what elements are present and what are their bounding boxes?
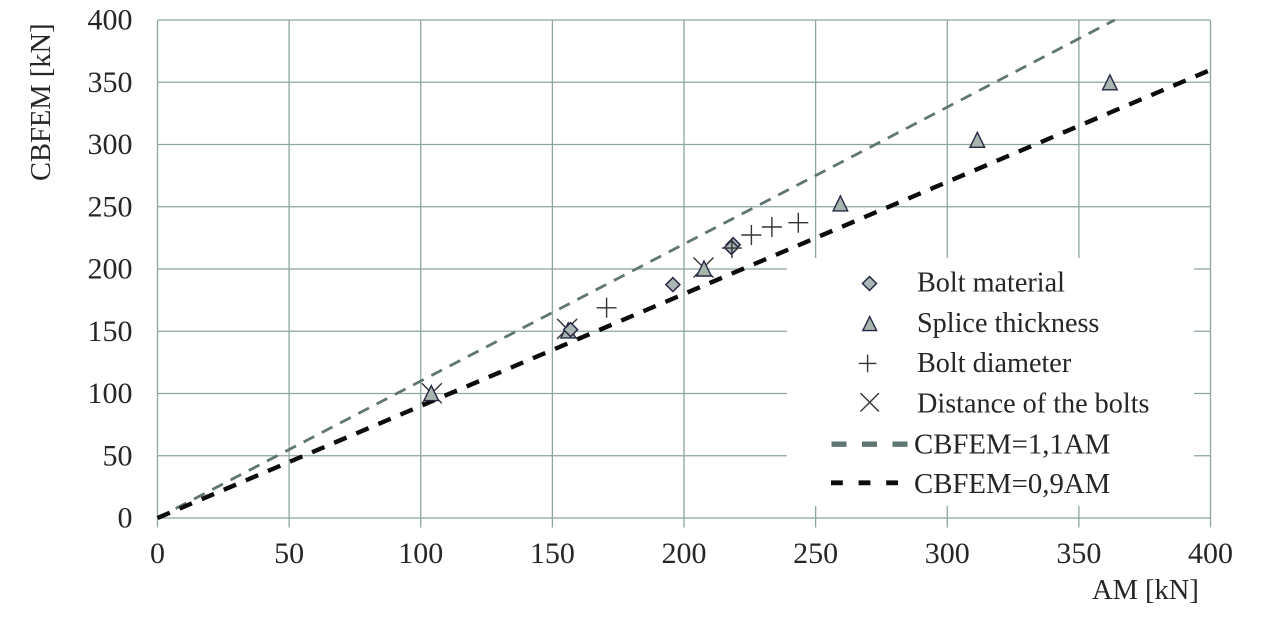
svg-text:CBFEM [kN]: CBFEM [kN]	[26, 23, 57, 181]
svg-text:50: 50	[274, 537, 304, 570]
svg-text:Distance of the bolts: Distance of the bolts	[917, 389, 1150, 420]
svg-text:250: 250	[88, 190, 133, 223]
svg-text:CBFEM=0,9AM: CBFEM=0,9AM	[914, 468, 1110, 500]
svg-text:0: 0	[150, 537, 165, 570]
svg-text:50: 50	[103, 439, 133, 472]
svg-text:Splice thickness: Splice thickness	[917, 308, 1099, 339]
svg-text:300: 300	[88, 128, 133, 161]
svg-text:300: 300	[925, 537, 970, 570]
svg-text:AM [kN]: AM [kN]	[1092, 575, 1199, 606]
svg-text:0: 0	[118, 502, 133, 535]
svg-text:150: 150	[88, 315, 133, 348]
svg-text:CBFEM=1,1AM: CBFEM=1,1AM	[914, 429, 1110, 461]
svg-text:200: 200	[662, 537, 707, 570]
svg-text:200: 200	[88, 253, 133, 286]
svg-text:350: 350	[88, 66, 133, 99]
svg-text:400: 400	[1188, 537, 1233, 570]
svg-text:100: 100	[398, 537, 443, 570]
svg-text:250: 250	[793, 537, 838, 570]
svg-text:350: 350	[1056, 537, 1101, 570]
svg-text:150: 150	[530, 537, 575, 570]
svg-text:400: 400	[88, 4, 133, 37]
svg-text:100: 100	[88, 377, 133, 410]
svg-text:Bolt material: Bolt material	[917, 267, 1065, 298]
svg-text:Bolt diameter: Bolt diameter	[917, 348, 1072, 379]
